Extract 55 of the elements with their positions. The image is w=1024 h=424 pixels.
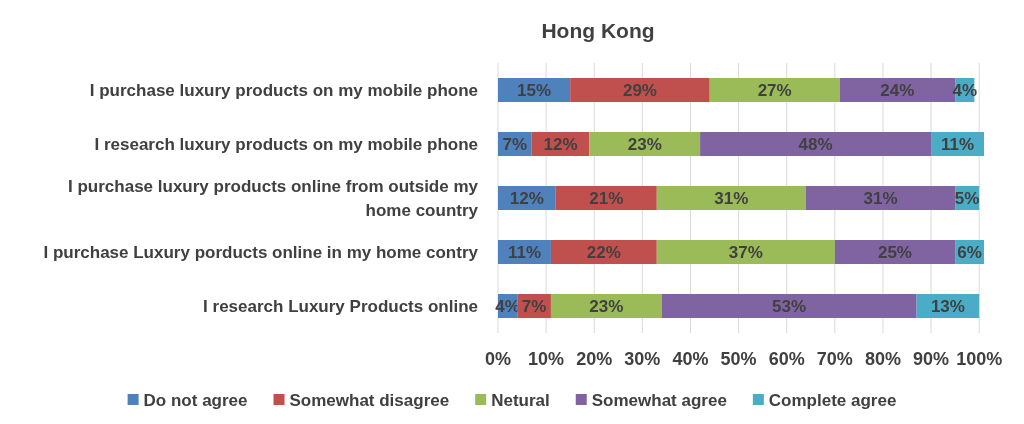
data-label: 25% — [877, 242, 912, 262]
data-label: 7% — [502, 134, 528, 154]
bar — [656, 240, 835, 264]
x-tick-label: 30% — [624, 349, 661, 369]
legend-label: Somewhat agree — [591, 390, 727, 410]
x-tick-label: 10% — [528, 349, 565, 369]
bar — [656, 186, 806, 210]
x-tick-label: 100% — [956, 349, 1003, 369]
x-tick-label: 70% — [816, 349, 853, 369]
bar — [589, 132, 701, 156]
legend-label: Do not agree — [143, 390, 248, 410]
data-label: 11% — [507, 242, 542, 262]
data-label: 24% — [880, 80, 915, 100]
bar — [709, 78, 840, 102]
y-tick-label: I purchase Luxury porducts online in my home contry — [43, 242, 479, 262]
legend-label: Complete agree — [768, 390, 897, 410]
data-label: 23% — [589, 296, 624, 316]
data-label: 27% — [757, 80, 792, 100]
x-tick-label: 90% — [913, 349, 950, 369]
data-label: 31% — [714, 188, 749, 208]
data-label: 37% — [728, 242, 763, 262]
data-label: 15% — [517, 80, 552, 100]
legend-label: Netural — [491, 390, 550, 410]
y-tick-label: I purchase luxury products on my mobile phone — [89, 80, 478, 100]
y-tick-label: I purchase luxury products online from outside my home country — [68, 176, 479, 220]
bar — [570, 78, 710, 102]
data-label: 12% — [509, 188, 544, 208]
legend-label: Somewhat disagree — [289, 390, 450, 410]
x-tick-label: 50% — [720, 349, 757, 369]
data-label: 31% — [863, 188, 898, 208]
bar — [805, 186, 956, 210]
chart-title: Hong Kong — [541, 19, 655, 42]
x-tick-label: 60% — [768, 349, 805, 369]
x-tick-label: 80% — [864, 349, 901, 369]
bar — [550, 294, 662, 318]
bar — [700, 132, 932, 156]
y-tick-label: I research luxury products on my mobile phone — [94, 134, 478, 154]
data-label: 12% — [543, 134, 578, 154]
data-label: 22% — [586, 242, 621, 262]
x-tick-label: 20% — [576, 349, 613, 369]
data-label: 11% — [940, 134, 975, 154]
bar — [834, 240, 956, 264]
data-label: 7% — [521, 296, 547, 316]
y-tick-label: I research Luxury Products online — [203, 296, 478, 316]
x-tick-label: 40% — [672, 349, 709, 369]
data-label: 5% — [954, 188, 980, 208]
data-label: 13% — [930, 296, 965, 316]
data-label: 48% — [798, 134, 833, 154]
data-label: 21% — [589, 188, 624, 208]
data-label: 53% — [772, 296, 807, 316]
data-label: 6% — [957, 242, 982, 262]
data-label: 29% — [622, 80, 657, 100]
data-label: 23% — [627, 134, 662, 154]
bar — [661, 294, 917, 318]
x-tick-label: 0% — [484, 349, 512, 369]
